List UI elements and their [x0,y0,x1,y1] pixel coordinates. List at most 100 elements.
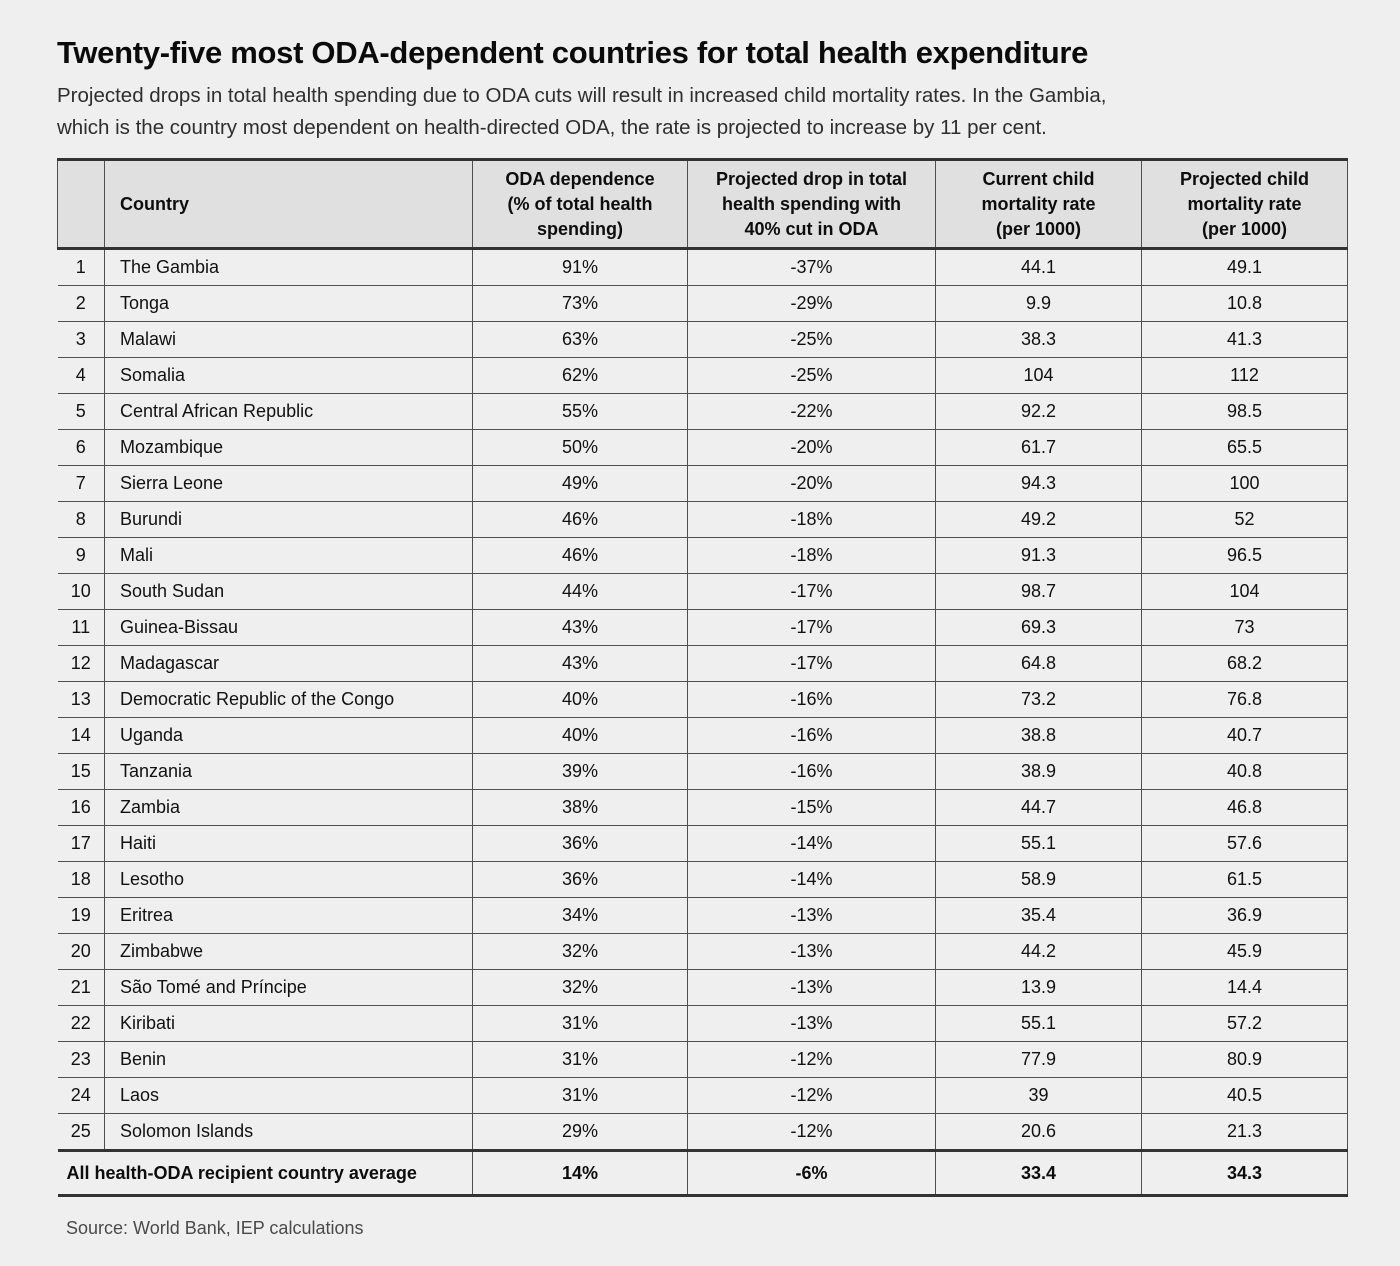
country-cell: Benin [104,1041,473,1078]
projected-drop-cell: -17% [687,573,936,610]
oda-dependence-cell: 32% [472,969,688,1006]
projected-drop-cell: -17% [687,609,936,646]
projected-mortality-cell: 40.5 [1141,1077,1348,1114]
rank-cell: 8 [57,501,105,538]
projected-drop-cell: -29% [687,285,936,322]
rank-cell: 12 [57,645,105,682]
country-cell: Lesotho [104,861,473,898]
figure-subtitle: Projected drops in total health spending… [57,84,1107,139]
projected-mortality-cell: 40.8 [1141,753,1348,790]
current-mortality-cell: 64.8 [935,645,1142,682]
current-mortality-cell: 44.2 [935,933,1142,970]
table-row: 13 Democratic Republic of the Congo 40% … [57,681,1348,718]
projected-drop-cell: -13% [687,933,936,970]
oda-dependence-cell: 40% [472,681,688,718]
oda-dependence-cell: 32% [472,933,688,970]
country-cell: Mali [104,537,473,574]
projected-mortality-cell: 57.6 [1141,825,1348,862]
table-row: 22 Kiribati 31% -13% 55.1 57.2 [57,1005,1348,1042]
current-mortality-cell: 44.7 [935,789,1142,826]
projected-mortality-cell: 52 [1141,501,1348,538]
country-cell: Burundi [104,501,473,538]
country-cell: South Sudan [104,573,473,610]
table-row: 20 Zimbabwe 32% -13% 44.2 45.9 [57,933,1348,970]
country-cell: Eritrea [104,897,473,934]
country-cell: São Tomé and Príncipe [104,969,473,1006]
rank-cell: 21 [57,969,105,1006]
projected-drop-cell: -16% [687,681,936,718]
average-oda-dependence: 14% [472,1149,688,1197]
header-row: Country ODA dependence (% of total healt… [57,158,1348,250]
projected-mortality-cell: 49.1 [1141,248,1348,286]
oda-dependence-cell: 31% [472,1077,688,1114]
projected-mortality-cell: 61.5 [1141,861,1348,898]
projected-drop-cell: -16% [687,717,936,754]
country-cell: Tanzania [104,753,473,790]
rank-cell: 2 [57,285,105,322]
header-rank [57,158,105,250]
header-projected-mortality: Projected child mortality rate (per 1000… [1141,158,1348,250]
country-cell: Laos [104,1077,473,1114]
table-row: 14 Uganda 40% -16% 38.8 40.7 [57,717,1348,754]
current-mortality-cell: 55.1 [935,1005,1142,1042]
rank-cell: 4 [57,357,105,394]
projected-mortality-cell: 14.4 [1141,969,1348,1006]
oda-dependence-cell: 38% [472,789,688,826]
table-body: 1 The Gambia 91% -37% 44.1 49.1 2 Tonga … [57,248,1348,1151]
rank-cell: 11 [57,609,105,646]
country-cell: Solomon Islands [104,1113,473,1151]
oda-dependence-cell: 39% [472,753,688,790]
table-row: 25 Solomon Islands 29% -12% 20.6 21.3 [57,1113,1348,1151]
rank-cell: 13 [57,681,105,718]
oda-dependence-cell: 63% [472,321,688,358]
projected-drop-cell: -18% [687,501,936,538]
projected-drop-cell: -14% [687,861,936,898]
projected-mortality-cell: 65.5 [1141,429,1348,466]
country-cell: Zimbabwe [104,933,473,970]
table-header: Country ODA dependence (% of total healt… [57,158,1348,250]
projected-drop-cell: -25% [687,357,936,394]
current-mortality-cell: 104 [935,357,1142,394]
table-row: 9 Mali 46% -18% 91.3 96.5 [57,537,1348,574]
projected-drop-cell: -20% [687,465,936,502]
oda-dependence-cell: 91% [472,248,688,286]
projected-drop-cell: -12% [687,1113,936,1151]
rank-cell: 19 [57,897,105,934]
oda-dependence-cell: 46% [472,537,688,574]
oda-dependence-cell: 36% [472,861,688,898]
table-footer: All health-ODA recipient country average… [57,1149,1348,1197]
country-cell: Kiribati [104,1005,473,1042]
table-row: 23 Benin 31% -12% 77.9 80.9 [57,1041,1348,1078]
average-projected-drop: -6% [687,1149,936,1197]
current-mortality-cell: 35.4 [935,897,1142,934]
oda-dependence-cell: 62% [472,357,688,394]
header-oda-dependence: ODA dependence (% of total health spendi… [472,158,688,250]
oda-dependence-cell: 55% [472,393,688,430]
oda-dependence-cell: 40% [472,717,688,754]
table-row: 12 Madagascar 43% -17% 64.8 68.2 [57,645,1348,682]
projected-mortality-cell: 41.3 [1141,321,1348,358]
table-row: 11 Guinea-Bissau 43% -17% 69.3 73 [57,609,1348,646]
country-cell: The Gambia [104,248,473,286]
rank-cell: 24 [57,1077,105,1114]
current-mortality-cell: 44.1 [935,248,1142,286]
average-row-label: All health-ODA recipient country average [57,1149,473,1197]
current-mortality-cell: 91.3 [935,537,1142,574]
current-mortality-cell: 92.2 [935,393,1142,430]
rank-cell: 6 [57,429,105,466]
oda-dependence-cell: 46% [472,501,688,538]
projected-mortality-cell: 100 [1141,465,1348,502]
table-row: 6 Mozambique 50% -20% 61.7 65.5 [57,429,1348,466]
country-cell: Democratic Republic of the Congo [104,681,473,718]
projected-drop-cell: -37% [687,248,936,286]
oda-dependence-cell: 31% [472,1041,688,1078]
table-row: 1 The Gambia 91% -37% 44.1 49.1 [57,248,1348,286]
projected-drop-cell: -22% [687,393,936,430]
table-row: 19 Eritrea 34% -13% 35.4 36.9 [57,897,1348,934]
table-row: 16 Zambia 38% -15% 44.7 46.8 [57,789,1348,826]
projected-mortality-cell: 45.9 [1141,933,1348,970]
figure-title: Twenty-five most ODA-dependent countries… [57,35,1089,70]
projected-mortality-cell: 46.8 [1141,789,1348,826]
rank-cell: 5 [57,393,105,430]
oda-dependence-table: Country ODA dependence (% of total healt… [57,158,1348,1197]
